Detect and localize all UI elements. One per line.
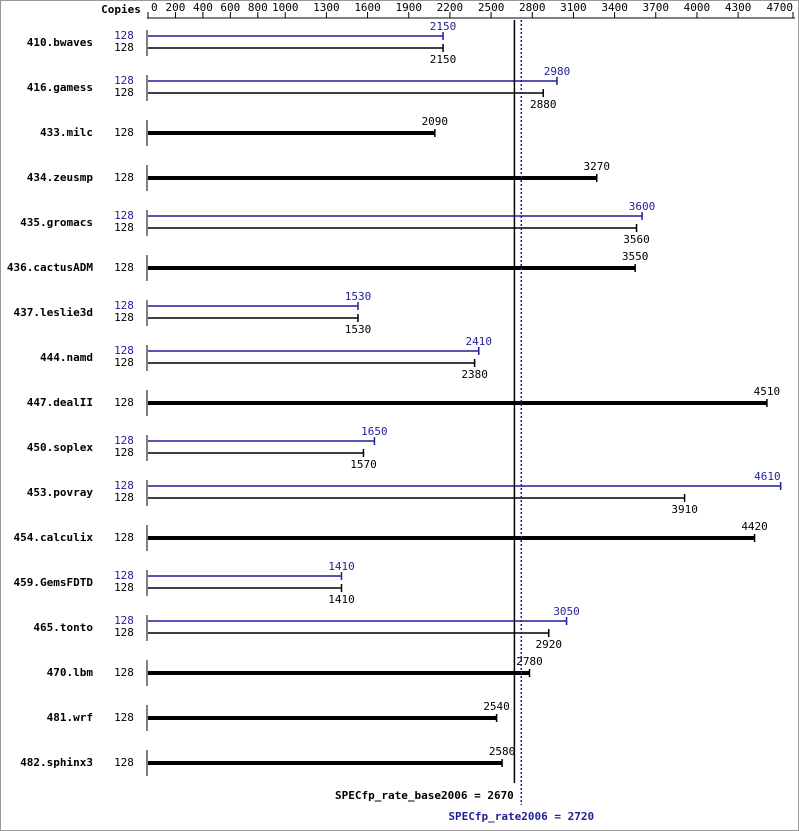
x-tick-label: 2500 bbox=[478, 1, 505, 14]
x-tick-label: 0 bbox=[151, 1, 158, 14]
value-label: 1650 bbox=[361, 425, 388, 438]
value-label: 2920 bbox=[535, 638, 562, 651]
value-label: 3910 bbox=[671, 503, 698, 516]
copies-label: 128 bbox=[114, 396, 134, 409]
copies-label: 128 bbox=[114, 126, 134, 139]
value-label: 3550 bbox=[622, 250, 649, 263]
x-tick-label: 200 bbox=[166, 1, 186, 14]
value-label: 4510 bbox=[754, 385, 781, 398]
value-label: 2540 bbox=[483, 700, 510, 713]
benchmark-label: 453.povray bbox=[27, 486, 94, 499]
benchmark-label: 482.sphinx3 bbox=[20, 756, 93, 769]
benchmark-label: 450.soplex bbox=[27, 441, 94, 454]
benchmark-label: 416.gamess bbox=[27, 81, 93, 94]
benchmark-label: 481.wrf bbox=[47, 711, 93, 724]
x-tick-label: 1300 bbox=[313, 1, 340, 14]
reference-label: SPECfp_rate2006 = 2720 bbox=[448, 810, 594, 823]
copies-label: 128 bbox=[114, 344, 134, 357]
value-label: 1410 bbox=[328, 560, 355, 573]
value-label: 1410 bbox=[328, 593, 355, 606]
value-label: 2380 bbox=[461, 368, 488, 381]
benchmark-label: 470.lbm bbox=[47, 666, 94, 679]
copies-label: 128 bbox=[114, 299, 134, 312]
x-tick-label: 4000 bbox=[684, 1, 711, 14]
value-label: 3050 bbox=[553, 605, 580, 618]
x-tick-label: 4700 bbox=[767, 1, 794, 14]
benchmark-label: 459.GemsFDTD bbox=[14, 576, 94, 589]
copies-label: 128 bbox=[114, 626, 134, 639]
value-label: 3560 bbox=[623, 233, 650, 246]
value-label: 1570 bbox=[350, 458, 377, 471]
benchmark-label: 444.namd bbox=[40, 351, 93, 364]
benchmark-label: 454.calculix bbox=[14, 531, 94, 544]
benchmark-label: 447.dealII bbox=[27, 396, 93, 409]
copies-label: 128 bbox=[114, 261, 134, 274]
copies-label: 128 bbox=[114, 491, 134, 504]
value-label: 1530 bbox=[345, 290, 372, 303]
x-tick-label: 3700 bbox=[643, 1, 670, 14]
copies-label: 128 bbox=[114, 29, 134, 42]
x-tick-label: 400 bbox=[193, 1, 213, 14]
x-tick-label: 2200 bbox=[437, 1, 464, 14]
copies-label: 128 bbox=[114, 531, 134, 544]
x-tick-label: 2800 bbox=[519, 1, 546, 14]
copies-label: 128 bbox=[114, 446, 134, 459]
x-tick-label: 800 bbox=[248, 1, 268, 14]
value-label: 3270 bbox=[584, 160, 611, 173]
x-tick-label: 1000 bbox=[272, 1, 299, 14]
value-label: 2150 bbox=[430, 20, 457, 33]
value-label: 4610 bbox=[754, 470, 781, 483]
benchmark-label: 410.bwaves bbox=[27, 36, 93, 49]
x-tick-label: 1600 bbox=[354, 1, 381, 14]
copies-label: 128 bbox=[114, 41, 134, 54]
x-tick-label: 3100 bbox=[560, 1, 587, 14]
copies-label: 128 bbox=[114, 479, 134, 492]
copies-label: 128 bbox=[114, 356, 134, 369]
copies-label: 128 bbox=[114, 434, 134, 447]
x-tick-label: 4300 bbox=[725, 1, 752, 14]
copies-label: 128 bbox=[114, 756, 134, 769]
copies-label: 128 bbox=[114, 209, 134, 222]
benchmark-label: 433.milc bbox=[40, 126, 93, 139]
copies-label: 128 bbox=[114, 581, 134, 594]
copies-label: 128 bbox=[114, 711, 134, 724]
copies-label: 128 bbox=[114, 221, 134, 234]
x-tick-label: 3400 bbox=[601, 1, 628, 14]
benchmark-label: 437.leslie3d bbox=[14, 306, 93, 319]
value-label: 2880 bbox=[530, 98, 557, 111]
copies-label: 128 bbox=[114, 666, 134, 679]
value-label: 2410 bbox=[465, 335, 492, 348]
copies-label: 128 bbox=[114, 171, 134, 184]
value-label: 4420 bbox=[741, 520, 768, 533]
value-label: 2780 bbox=[516, 655, 543, 668]
copies-label: 128 bbox=[114, 569, 134, 582]
value-label: 2580 bbox=[489, 745, 516, 758]
value-label: 1530 bbox=[345, 323, 372, 336]
value-label: 3600 bbox=[629, 200, 656, 213]
benchmark-label: 435.gromacs bbox=[20, 216, 93, 229]
benchmark-label: 434.zeusmp bbox=[27, 171, 94, 184]
value-label: 2090 bbox=[422, 115, 449, 128]
copies-label: 128 bbox=[114, 74, 134, 87]
x-tick-label: 600 bbox=[220, 1, 240, 14]
benchmark-label: 436.cactusADM bbox=[7, 261, 93, 274]
copies-label: 128 bbox=[114, 614, 134, 627]
copies-header: Copies bbox=[101, 3, 141, 16]
reference-label: SPECfp_rate_base2006 = 2670 bbox=[335, 789, 514, 802]
benchmark-label: 465.tonto bbox=[33, 621, 93, 634]
value-label: 2150 bbox=[430, 53, 457, 66]
x-tick-label: 1900 bbox=[395, 1, 422, 14]
copies-label: 128 bbox=[114, 311, 134, 324]
copies-label: 128 bbox=[114, 86, 134, 99]
value-label: 2980 bbox=[544, 65, 571, 78]
